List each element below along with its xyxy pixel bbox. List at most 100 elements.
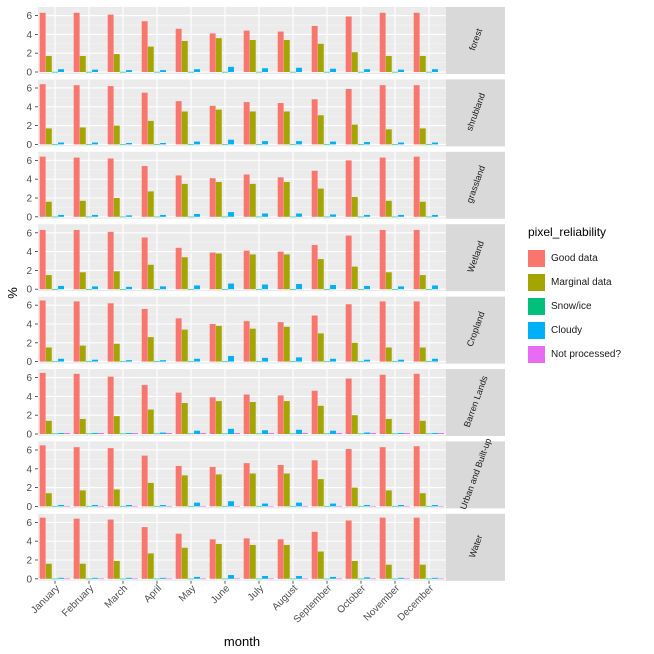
x-tick-label: August — [270, 583, 300, 613]
bar — [249, 183, 256, 217]
facet-strip — [446, 79, 505, 147]
bar — [413, 301, 420, 362]
bar — [64, 578, 71, 580]
bar — [413, 373, 420, 434]
bar — [194, 69, 200, 72]
bar — [438, 433, 445, 434]
bar — [113, 489, 120, 507]
bar — [166, 578, 173, 580]
bar — [413, 156, 420, 217]
y-tick-label: 2 — [26, 121, 32, 132]
bar — [311, 531, 318, 579]
bar — [404, 505, 411, 507]
bar — [181, 111, 188, 145]
bar — [153, 216, 160, 218]
bar — [351, 487, 358, 507]
bar — [92, 577, 98, 579]
bar — [255, 361, 262, 363]
facet-strip — [446, 441, 505, 509]
bar — [51, 433, 58, 435]
bar — [92, 359, 98, 362]
y-tick-label: 0 — [26, 357, 32, 368]
bar — [311, 25, 318, 72]
bar — [413, 85, 420, 145]
bar — [215, 38, 222, 72]
y-tick-label: 2 — [26, 483, 32, 494]
y-tick-label: 4 — [26, 537, 32, 548]
legend-label: Cloudy — [551, 324, 583, 336]
bar — [39, 12, 46, 73]
bar — [311, 170, 318, 217]
bar — [58, 285, 64, 290]
bar — [419, 128, 426, 145]
bar — [385, 418, 392, 434]
bar — [296, 141, 302, 145]
y-tick-label: 0 — [26, 430, 32, 441]
bar — [187, 289, 194, 290]
bar — [345, 160, 352, 217]
bar — [243, 102, 250, 145]
bar — [345, 449, 352, 507]
bar — [221, 71, 228, 73]
bar — [153, 289, 160, 290]
bar — [385, 200, 392, 217]
y-tick-label: 6 — [26, 373, 32, 384]
bar — [79, 563, 86, 579]
bar — [398, 359, 404, 362]
bar — [351, 52, 358, 72]
bar — [119, 216, 126, 218]
bar — [249, 40, 256, 72]
y-tick-label: 6 — [26, 83, 32, 94]
bar — [296, 284, 302, 290]
bar — [289, 216, 296, 218]
bar — [391, 144, 398, 145]
bar — [432, 285, 438, 290]
bar — [249, 328, 256, 362]
bar — [243, 30, 250, 72]
y-tick-label: 2 — [26, 49, 32, 60]
bar — [73, 85, 80, 145]
bar — [160, 286, 166, 290]
bar — [51, 216, 58, 218]
bar — [113, 560, 120, 579]
bar — [404, 578, 411, 580]
bar — [39, 229, 46, 290]
bar — [73, 518, 80, 579]
bar — [45, 347, 52, 362]
bar — [113, 197, 120, 217]
bar — [283, 254, 290, 290]
bar — [323, 289, 330, 290]
bar — [73, 157, 80, 217]
y-tick-label: 0 — [26, 285, 32, 296]
bar — [398, 142, 404, 145]
bar — [419, 275, 426, 290]
bar — [64, 505, 71, 507]
bar — [425, 144, 432, 145]
bar — [419, 420, 426, 434]
bar — [126, 70, 132, 72]
bar — [277, 31, 284, 73]
bar — [379, 85, 386, 145]
bar — [255, 505, 262, 507]
bar — [391, 71, 398, 73]
bar — [153, 505, 160, 507]
bar — [107, 519, 114, 579]
bar — [194, 358, 200, 362]
bar — [126, 504, 132, 507]
bar — [228, 428, 234, 434]
bar — [249, 254, 256, 290]
y-tick-label: 2 — [26, 338, 32, 349]
bar — [425, 71, 432, 73]
y-tick-label: 4 — [26, 175, 32, 186]
bar — [209, 397, 216, 434]
bar — [330, 576, 336, 579]
bar — [345, 16, 352, 72]
bar — [119, 289, 126, 290]
bar — [79, 200, 86, 217]
y-tick-label: 0 — [26, 502, 32, 513]
bar — [113, 125, 120, 145]
bar — [175, 101, 182, 145]
bar — [391, 361, 398, 363]
bar — [364, 142, 370, 145]
